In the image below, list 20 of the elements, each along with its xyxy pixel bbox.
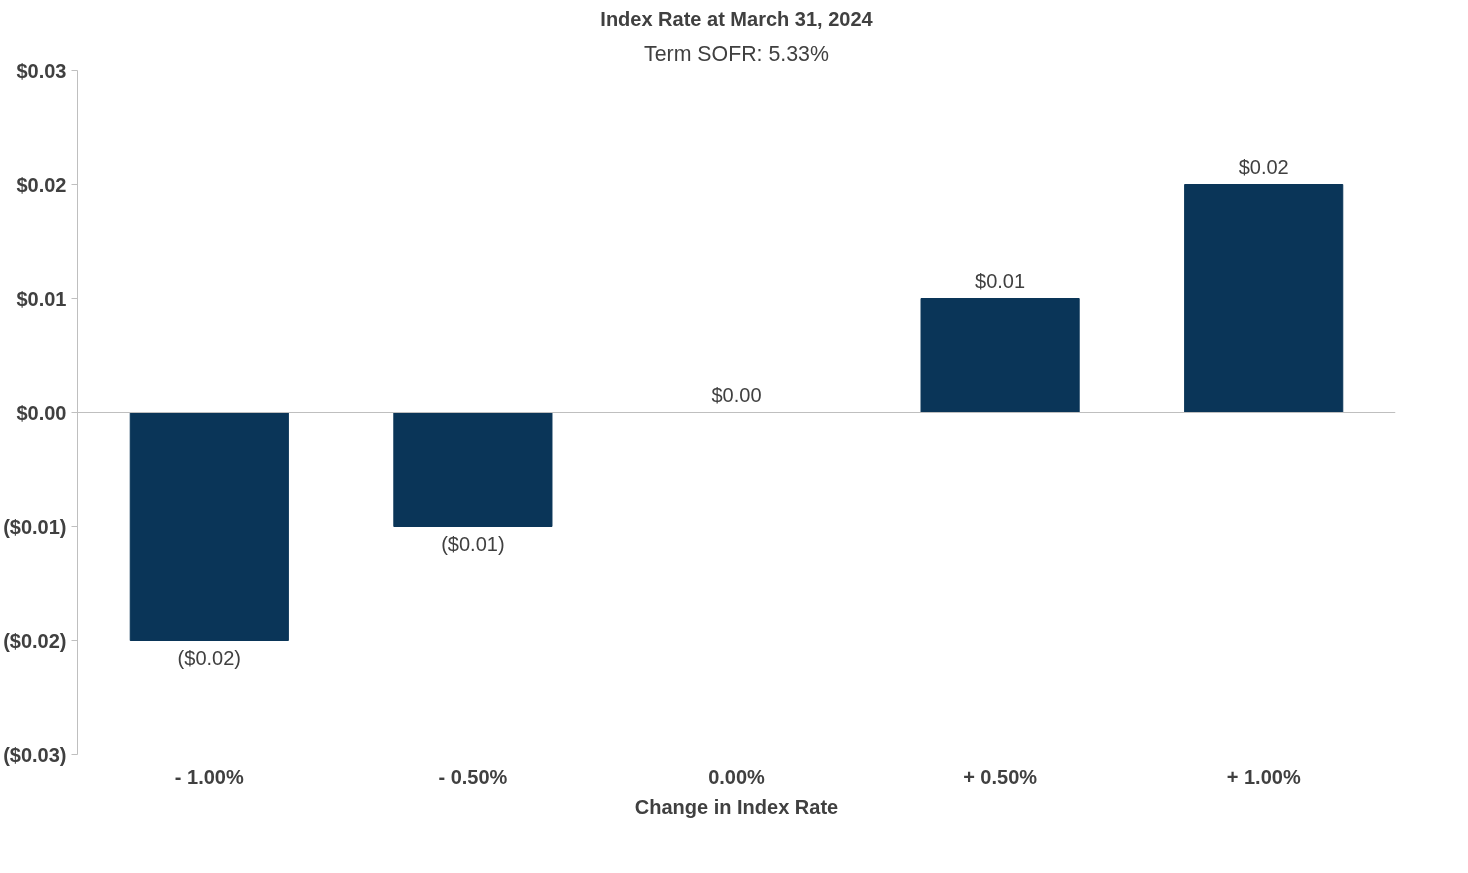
- y-tick-label: ($0.01): [3, 515, 67, 538]
- y-tick-label: $0.01: [16, 287, 67, 310]
- x-tick-label: - 1.00%: [174, 765, 244, 788]
- x-tick-label: + 0.50%: [963, 765, 1038, 788]
- chart-subtitle: Term SOFR: 5.33%: [644, 41, 829, 66]
- x-tick-label: 0.00%: [708, 765, 766, 788]
- chart-title: Index Rate at March 31, 2024: [600, 7, 874, 30]
- y-tick-label: $0.02: [16, 173, 67, 196]
- data-label: ($0.01): [441, 533, 505, 556]
- x-tick-label: + 1.00%: [1226, 765, 1301, 788]
- y-tick-label: $0.03: [16, 59, 67, 82]
- x-axis-title: Change in Index Rate: [634, 795, 839, 818]
- data-label: $0.01: [975, 269, 1026, 292]
- y-tick-label: ($0.02): [3, 629, 67, 652]
- data-label: $0.02: [1238, 155, 1289, 178]
- y-tick-label: $0.00: [16, 401, 67, 424]
- x-tick-label: - 0.50%: [438, 765, 508, 788]
- data-label: ($0.02): [177, 647, 241, 670]
- data-label: $0.00: [711, 383, 762, 406]
- y-tick-label: ($0.03): [3, 743, 67, 766]
